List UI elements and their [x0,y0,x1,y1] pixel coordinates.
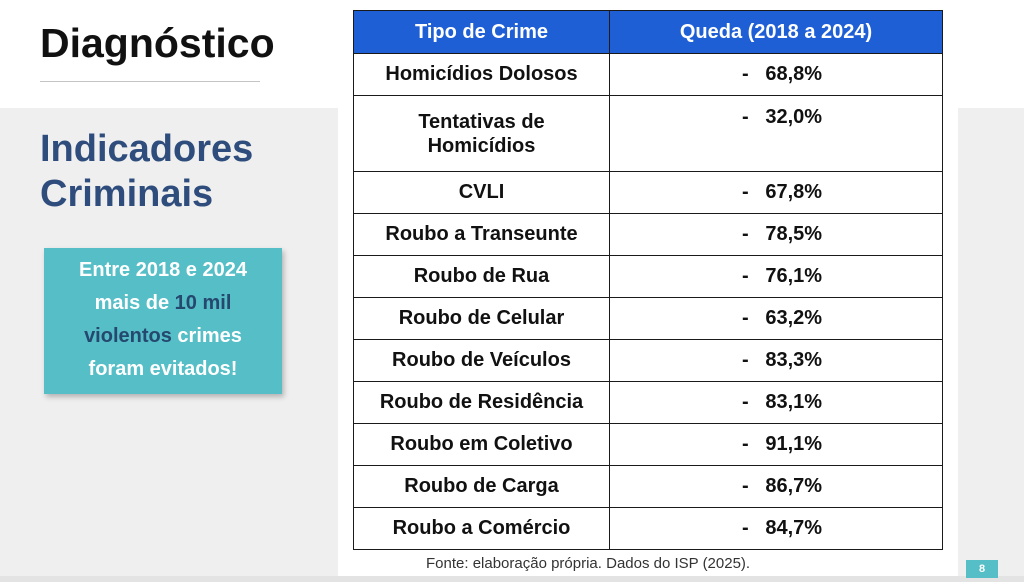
callout-line-1: Entre 2018 e 2024 [79,259,247,281]
crime-reduction-table: Tipo de Crime Queda (2018 a 2024) Homicí… [353,10,943,550]
drop-value: - 83,3% [609,339,943,382]
callout-text: crimes [171,325,242,347]
crime-name: Roubo a Comércio [353,507,610,550]
callout-line-2: mais de 10 mil [44,287,282,320]
crime-name: Roubo em Coletivo [353,423,610,466]
bottom-divider [0,576,1024,582]
drop-value: - 63,2% [609,297,943,340]
table-row: Roubo de Celular - 63,2% [353,297,943,340]
subtitle-line-2: Criminais [40,173,214,215]
drop-value: - 67,8% [609,171,943,214]
page-number: 8 [966,560,998,578]
drop-value: - 32,0% [609,95,943,172]
table-row: Roubo a Comércio - 84,7% [353,507,943,550]
header-crime-type: Tipo de Crime [353,10,610,54]
table-row: Roubo de Carga - 86,7% [353,465,943,508]
table-row: Roubo a Transeunte - 78,5% [353,213,943,256]
drop-value: - 91,1% [609,423,943,466]
callout-highlight-word: violentos [84,325,172,347]
table-row: Roubo em Coletivo - 91,1% [353,423,943,466]
callout-text: mais de [94,292,175,314]
callout-line-4: foram evitados! [88,358,238,380]
subtitle-line-1: Indicadores [40,128,254,170]
crime-name: Roubo a Transeunte [353,213,610,256]
drop-value: - 68,8% [609,53,943,96]
table-row: Tentativas de Homicídios - 32,0% [353,95,943,172]
crime-name: Homicídios Dolosos [353,53,610,96]
callout-highlight-number: 10 mil [174,292,232,314]
crime-name: Roubo de Celular [353,297,610,340]
table-row: Homicídios Dolosos - 68,8% [353,53,943,96]
drop-value: - 76,1% [609,255,943,298]
header-drop: Queda (2018 a 2024) [609,10,943,54]
crime-name: Roubo de Residência [353,381,610,424]
crime-name: CVLI [353,171,610,214]
section-subtitle: Indicadores Criminais [40,127,253,217]
table-header-row: Tipo de Crime Queda (2018 a 2024) [353,10,943,54]
drop-value: - 86,7% [609,465,943,508]
title-underline [40,81,260,82]
drop-value: - 78,5% [609,213,943,256]
slide-title: Diagnóstico [40,20,275,66]
table-row: CVLI - 67,8% [353,171,943,214]
crime-name: Roubo de Rua [353,255,610,298]
crime-name: Roubo de Carga [353,465,610,508]
source-note: Fonte: elaboração própria. Dados do ISP … [426,555,751,572]
crime-name: Roubo de Veículos [353,339,610,382]
table-row: Roubo de Residência - 83,1% [353,381,943,424]
crime-name-line-2: Homicídios [427,134,536,157]
drop-value: - 84,7% [609,507,943,550]
crime-name-line-1: Tentativas de [418,110,545,133]
highlight-callout: Entre 2018 e 2024 mais de 10 mil violent… [44,248,282,394]
table-row: Roubo de Rua - 76,1% [353,255,943,298]
crime-name: Tentativas de Homicídios [353,95,610,172]
drop-value: - 83,1% [609,381,943,424]
callout-line-3: violentos crimes [44,320,282,353]
table-row: Roubo de Veículos - 83,3% [353,339,943,382]
